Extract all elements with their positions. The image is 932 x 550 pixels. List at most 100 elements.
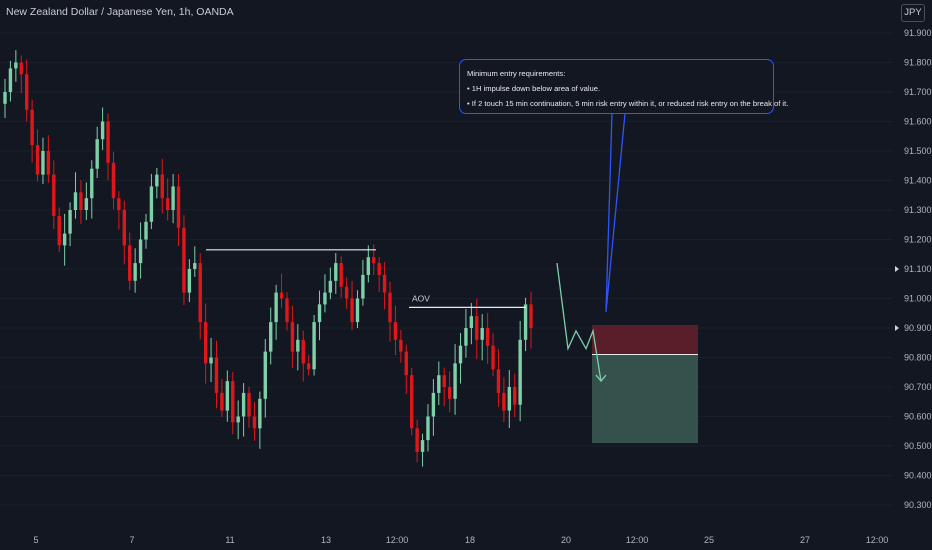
candle-body (138, 239, 143, 264)
time-tick-label: 12:00 (386, 535, 409, 545)
candle-body (464, 328, 468, 346)
candle-body (106, 121, 110, 163)
annotation-bullet-2: • If 2 touch 15 min continuation, 5 min … (467, 99, 789, 108)
candle-body (290, 322, 295, 352)
candle-body (165, 198, 170, 210)
candle-body (523, 304, 528, 340)
candle-body (84, 198, 89, 210)
candle-body (73, 192, 78, 210)
candle-body (203, 322, 208, 364)
candle-body (480, 328, 484, 340)
candle-body (225, 381, 230, 411)
candle-body (513, 387, 517, 405)
candle-body (41, 151, 45, 175)
candle-body (334, 263, 338, 281)
candle-body (485, 328, 490, 346)
stop-loss-zone (592, 325, 698, 355)
price-tick-label: 90.800 (904, 353, 932, 363)
price-tick-label: 91.300 (904, 205, 932, 215)
candle-body (133, 263, 137, 281)
time-tick-label: 13 (321, 535, 331, 545)
candle-body (339, 263, 343, 287)
candle-body (149, 186, 154, 222)
aov-label: AOV (412, 293, 430, 303)
candles (3, 50, 533, 467)
candle-body (198, 263, 202, 323)
symbol-title[interactable]: New Zealand Dollar / Japanese Yen, 1h, O… (6, 6, 234, 18)
candle-body (344, 286, 349, 299)
candle-body (372, 257, 376, 264)
candle-body (3, 92, 7, 104)
price-tick-label: 91.600 (904, 117, 932, 127)
candle-body (426, 416, 430, 441)
price-tick-label: 90.400 (904, 471, 932, 481)
candle-body (35, 145, 40, 175)
candle-body (214, 357, 219, 393)
candle-body (388, 292, 392, 323)
candle-body (447, 387, 452, 399)
candle-body (155, 174, 159, 187)
candle-body (269, 322, 273, 352)
risk-reward-tool[interactable] (592, 325, 698, 444)
candle-body (518, 339, 522, 405)
candle-body (95, 139, 99, 169)
candle-body (252, 416, 257, 429)
annotation-callout[interactable]: Minimum entry requirements: • 1H impulse… (459, 59, 789, 114)
time-tick-label: 12:00 (626, 535, 649, 545)
price-marker-icon (895, 325, 899, 331)
candle-body (176, 186, 181, 228)
candle-body (399, 339, 403, 352)
candle-body (285, 298, 289, 323)
candle-body (279, 292, 284, 299)
candle-body (529, 304, 533, 328)
drawings[interactable]: AOV (206, 113, 626, 383)
candle-body (502, 392, 506, 411)
price-tick-label: 91.800 (904, 58, 932, 68)
candle-body (274, 292, 278, 323)
annotation-title: Minimum entry requirements: (467, 69, 566, 78)
candle-body (453, 363, 457, 399)
candle-body (236, 416, 240, 423)
candle-body (57, 215, 61, 246)
candle-body (241, 392, 246, 417)
price-tick-label: 91.200 (904, 235, 932, 245)
candle-body (122, 210, 126, 246)
price-tick-label: 90.600 (904, 412, 932, 422)
candle-body (209, 357, 213, 364)
candle-body (220, 392, 224, 411)
callout-pointer (605, 113, 626, 313)
candle-body (100, 121, 105, 140)
candle-body (128, 245, 132, 281)
candle-body (496, 369, 501, 393)
candle-body (323, 292, 327, 305)
time-tick-label: 27 (800, 535, 810, 545)
time-tick-label: 18 (465, 535, 475, 545)
candle-body (79, 192, 83, 210)
candle-body (30, 109, 34, 146)
candle-body (491, 345, 495, 370)
candle-body (62, 233, 67, 246)
candle-body (507, 387, 512, 411)
price-axis[interactable]: 91.900 91.800 91.700 91.600 91.500 91.400 91.3… (895, 28, 932, 510)
candle-body (317, 304, 322, 323)
candle-body (19, 62, 23, 75)
price-tick-label: 91.500 (904, 146, 932, 156)
candle-body (415, 428, 419, 452)
candle-body (469, 316, 474, 328)
time-axis[interactable]: 5 7 11 13 12:00 18 20 12:00 25 27 12:00 (33, 535, 888, 545)
candle-body (171, 186, 175, 210)
time-tick-label: 7 (129, 535, 134, 545)
candle-body (52, 174, 56, 216)
currency-button[interactable]: JPY (901, 4, 925, 22)
candle-body (355, 298, 360, 323)
candle-body (431, 392, 436, 417)
price-tick-label: 90.300 (904, 500, 932, 510)
candle-body (231, 381, 235, 423)
price-tick-label: 90.500 (904, 441, 932, 451)
candle-body (182, 227, 186, 293)
candle-body (328, 280, 333, 293)
candle-body (14, 62, 18, 69)
projected-path (556, 263, 602, 382)
